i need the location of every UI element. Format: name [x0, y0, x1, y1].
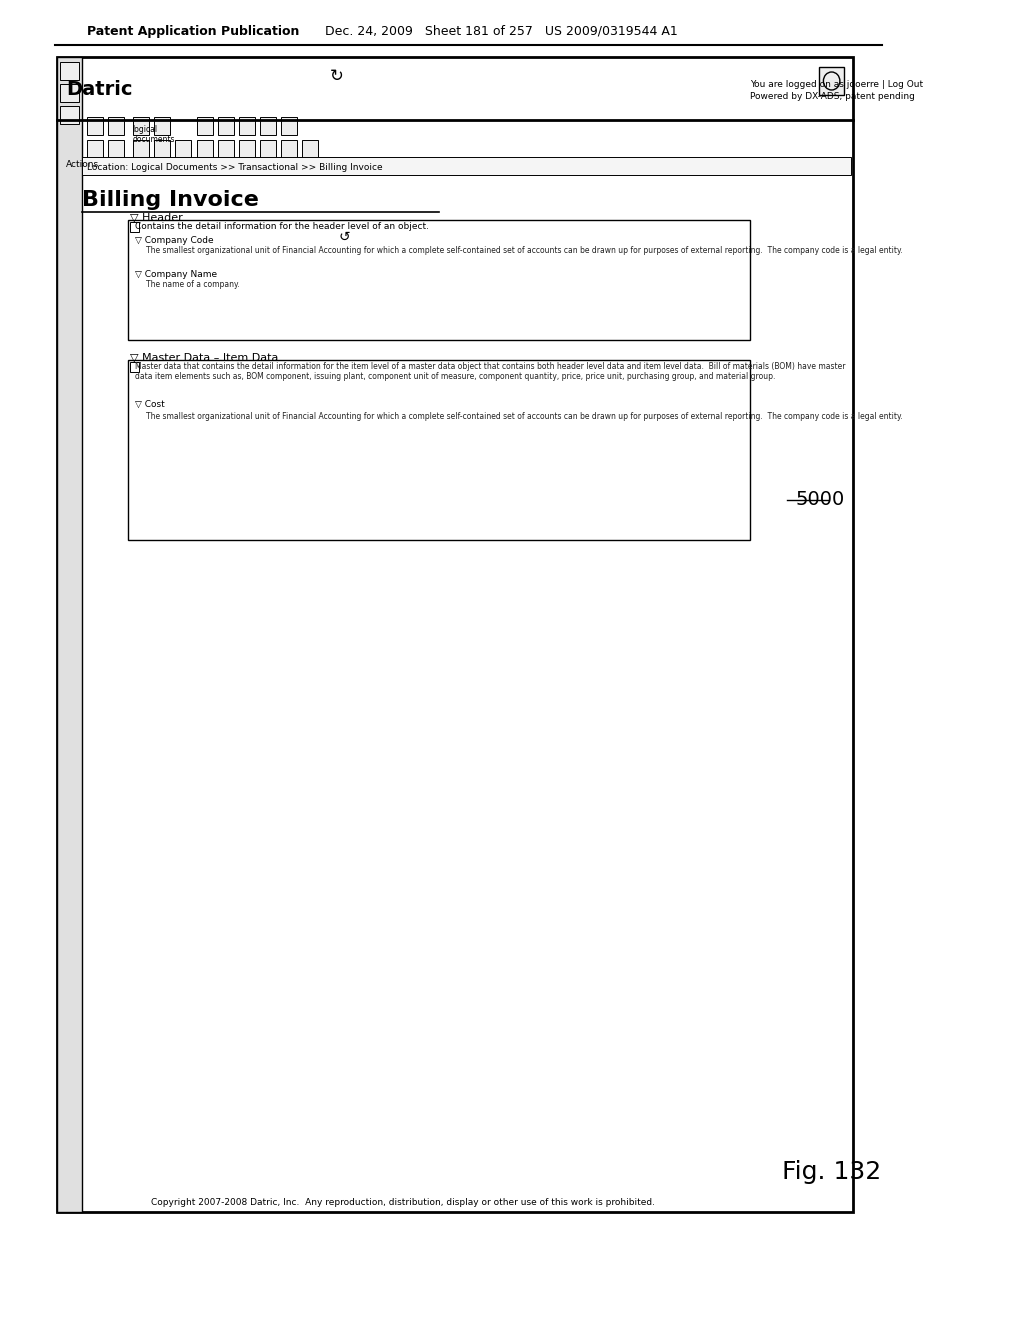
Bar [819, 67, 845, 95]
Bar [87, 117, 103, 135]
Bar [281, 140, 297, 158]
Bar [218, 140, 234, 158]
Text: Powered by DX-ADS, patent pending: Powered by DX-ADS, patent pending [751, 92, 915, 102]
Bar [154, 117, 170, 135]
Text: ▽ Master Data – Item Data: ▽ Master Data – Item Data [130, 352, 279, 362]
Bar [197, 140, 213, 158]
Bar [87, 140, 103, 158]
Text: Patent Application Publication: Patent Application Publication [87, 25, 299, 38]
Bar [133, 140, 150, 158]
Bar [128, 360, 751, 540]
Text: You are logged on as jdoerre | Log Out: You are logged on as jdoerre | Log Out [751, 81, 924, 88]
Text: ▽ Cost: ▽ Cost [135, 400, 165, 409]
Text: ↺: ↺ [339, 230, 350, 244]
Bar [128, 220, 751, 341]
Text: Datric: Datric [66, 81, 132, 99]
Bar [239, 140, 255, 158]
Text: Actions: Actions [66, 160, 99, 169]
Bar [133, 117, 150, 135]
Text: 5000: 5000 [796, 490, 845, 510]
Bar [260, 140, 276, 158]
Bar [239, 117, 255, 135]
Text: ↻: ↻ [330, 67, 343, 84]
Text: Master data that contains the detail information for the item level of a master : Master data that contains the detail inf… [135, 362, 846, 381]
Text: Fig. 132: Fig. 132 [782, 1160, 882, 1184]
Bar [281, 117, 297, 135]
Bar [260, 117, 276, 135]
Bar [130, 362, 139, 372]
Text: The smallest organizational unit of Financial Accounting for which a complete se: The smallest organizational unit of Fina… [146, 412, 903, 421]
Text: ▽ Company Code: ▽ Company Code [135, 236, 214, 246]
Text: ▽ Company Name: ▽ Company Name [135, 271, 217, 279]
Bar [60, 84, 79, 102]
Text: Copyright 2007-2008 Datric, Inc.  Any reproduction, distribution, display or oth: Copyright 2007-2008 Datric, Inc. Any rep… [151, 1199, 655, 1206]
Bar [154, 140, 170, 158]
Text: Location: Logical Documents >> Transactional >> Billing Invoice: Location: Logical Documents >> Transacti… [87, 162, 383, 172]
Bar [56, 57, 82, 1212]
Bar [66, 117, 82, 135]
Bar [60, 106, 79, 124]
Text: logical
documents: logical documents [133, 125, 175, 144]
Bar [175, 140, 191, 158]
Bar [108, 117, 125, 135]
Text: Billing Invoice: Billing Invoice [82, 190, 259, 210]
Text: ▽ Header: ▽ Header [130, 213, 182, 222]
Bar [60, 62, 79, 81]
Bar [108, 140, 125, 158]
Bar [82, 157, 851, 176]
Bar [66, 140, 82, 158]
Text: Contains the detail information for the header level of an object.: Contains the detail information for the … [135, 222, 429, 231]
Bar [218, 117, 234, 135]
Bar [302, 140, 318, 158]
Text: The smallest organizational unit of Financial Accounting for which a complete se: The smallest organizational unit of Fina… [146, 246, 903, 255]
Bar [130, 222, 139, 232]
Text: The name of a company.: The name of a company. [146, 280, 241, 289]
Text: Dec. 24, 2009   Sheet 181 of 257   US 2009/0319544 A1: Dec. 24, 2009 Sheet 181 of 257 US 2009/0… [325, 25, 678, 38]
Bar [197, 117, 213, 135]
Bar [56, 57, 853, 1212]
